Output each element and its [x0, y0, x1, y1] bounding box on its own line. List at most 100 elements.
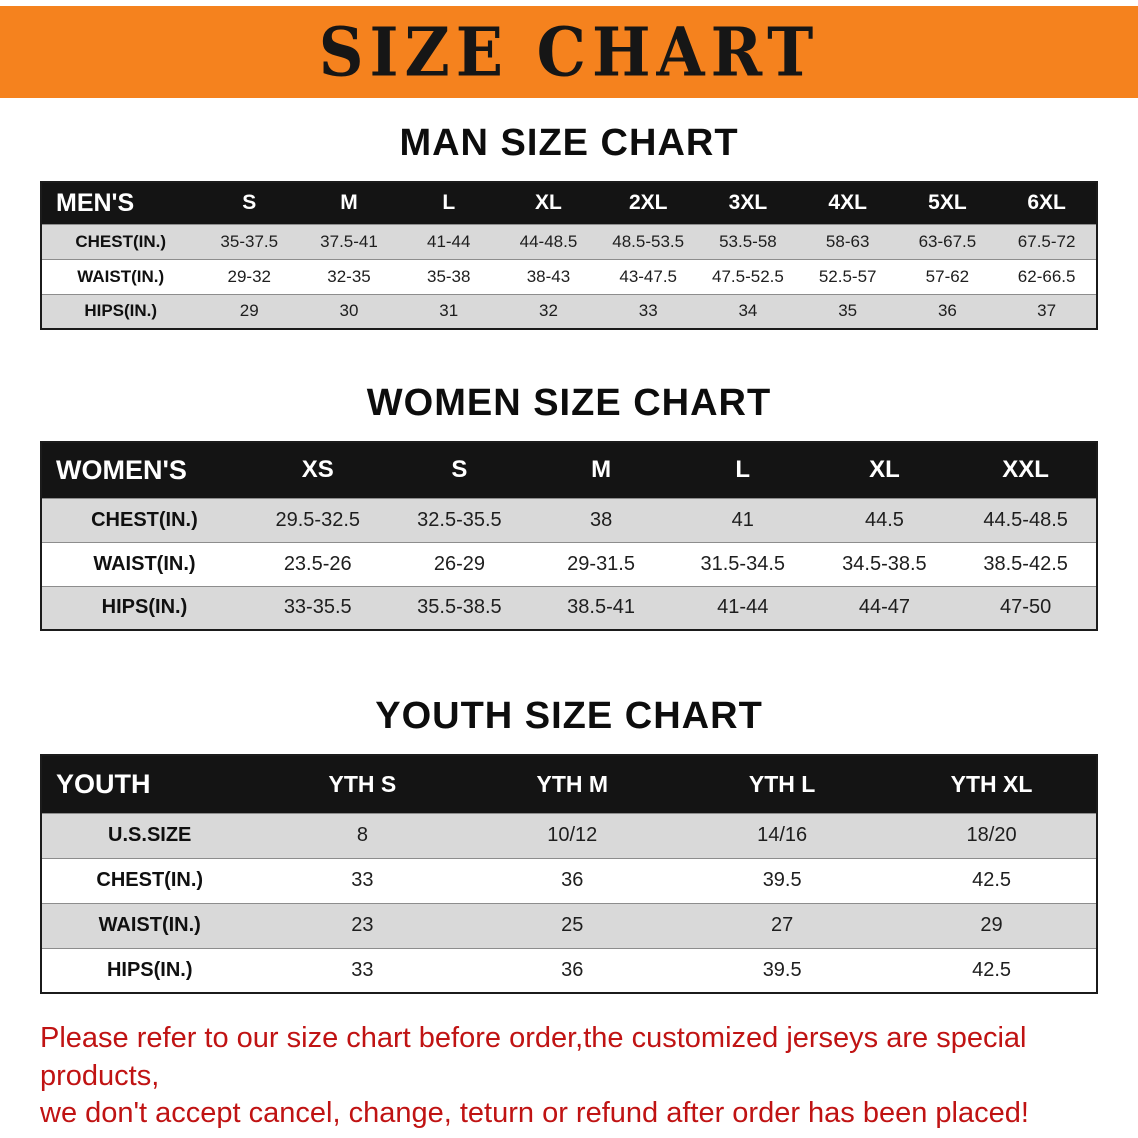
size-value: 8 — [356, 824, 368, 846]
size-value: 39.5 — [762, 869, 802, 891]
size-value: 38.5-41 — [567, 596, 635, 619]
size-value: 63-67.5 — [918, 231, 977, 251]
size-value: 33 — [351, 869, 374, 891]
size-value: 27 — [771, 914, 794, 936]
size-table-row: CHEST(IN.) 29.5-32.5 32.5-35.5 38 41 44.5 44.5… — [41, 498, 1097, 542]
size-column-header: YTH XL — [887, 755, 1097, 813]
size-column-header: S — [388, 442, 531, 498]
size-value: 44-47 — [858, 596, 910, 619]
notice-line-1: Please refer to our size chart before or… — [40, 1022, 1027, 1092]
size-table-row: CHEST(IN.) 33 36 39.5 42.5 — [41, 858, 1097, 903]
size-value: 58-63 — [825, 231, 870, 251]
size-value: 48.5-53.5 — [612, 231, 685, 251]
size-chart-page: SIZE CHART MAN SIZE CHART MEN'S S M L XL 2XL 3… — [0, 6, 1138, 1138]
size-value: 57-62 — [925, 266, 970, 286]
table-title-cell: YOUTH — [41, 755, 258, 813]
women-size-section: WOMEN SIZE CHART WOMEN'S XS S M L XL XXL CHEST(… — [0, 382, 1138, 631]
size-table-header-row: YOUTH YTH S YTH M YTH L YTH XL — [41, 755, 1097, 813]
size-value: 37.5-41 — [320, 231, 378, 251]
size-value: 35-37.5 — [220, 231, 279, 251]
size-value: 36 — [937, 301, 957, 321]
women-section-heading: WOMEN SIZE CHART — [366, 382, 772, 424]
size-value: 29 — [239, 301, 259, 321]
size-table-row: CHEST(IN.) 35-37.5 37.5-41 41-44 44-48.5 48.5… — [41, 224, 1097, 259]
size-value: 52.5-57 — [818, 266, 877, 286]
size-value: 25 — [561, 914, 584, 936]
size-value: 41 — [731, 508, 754, 531]
size-value: 30 — [339, 301, 359, 321]
size-value: 43-47.5 — [619, 266, 678, 286]
size-value: 29-32 — [227, 266, 271, 286]
size-value: 44.5-48.5 — [983, 508, 1068, 531]
size-table-row: WAIST(IN.) 23 25 27 29 — [41, 903, 1097, 948]
size-value: 62-66.5 — [1017, 266, 1076, 286]
size-column-header: S — [199, 182, 300, 224]
size-value: 29-31.5 — [567, 552, 635, 575]
size-value: 38.5-42.5 — [983, 552, 1068, 575]
size-value: 31.5-34.5 — [700, 552, 786, 575]
size-column-header: XS — [246, 442, 389, 498]
size-column-header: XL — [813, 442, 956, 498]
size-value: 14/16 — [757, 824, 808, 846]
size-table-header-row: MEN'S S M L XL 2XL 3XL 4XL 5XL 6XL — [41, 182, 1097, 224]
notice-line-2: we don't accept cancel, change, teturn o… — [40, 1097, 1029, 1130]
size-value: 29.5-32.5 — [275, 508, 360, 531]
size-table-row: WAIST(IN.) 29-32 32-35 35-38 38-43 43-47.5 47.… — [41, 259, 1097, 294]
size-column-header: YTH S — [257, 755, 468, 813]
size-value: 10/12 — [547, 824, 598, 846]
size-column-header: M — [299, 182, 399, 224]
size-table-header-row: WOMEN'S XS S M L XL XXL — [41, 442, 1097, 498]
measurement-label: WAIST(IN.) — [98, 914, 201, 936]
size-value: 34.5-38.5 — [842, 552, 927, 575]
size-column-header: XL — [498, 182, 599, 224]
banner: SIZE CHART — [0, 6, 1138, 98]
size-value: 36 — [561, 958, 584, 981]
measurement-label: U.S.SIZE — [108, 824, 192, 846]
size-value: 31 — [439, 301, 459, 321]
size-table-row: HIPS(IN.) 33-35.5 35.5-38.5 38.5-41 41-44 44-… — [41, 586, 1097, 630]
size-column-header: 3XL — [698, 182, 798, 224]
measurement-label: WAIST(IN.) — [93, 552, 196, 575]
order-notice: Please refer to our size chart before or… — [40, 1020, 1098, 1133]
size-value: 26-29 — [433, 552, 485, 575]
youth-section-heading: YOUTH SIZE CHART — [375, 695, 763, 737]
measurement-label: HIPS(IN.) — [84, 301, 158, 321]
measurement-label: HIPS(IN.) — [101, 596, 188, 619]
size-column-header: 4XL — [797, 182, 898, 224]
size-value: 32-35 — [327, 266, 371, 286]
table-title-cell: WOMEN'S — [41, 442, 247, 498]
size-value: 38 — [589, 508, 613, 531]
size-value: 32 — [539, 301, 558, 321]
size-column-header: 6XL — [997, 182, 1097, 224]
size-column-header: 2XL — [598, 182, 699, 224]
size-value: 35.5-38.5 — [417, 596, 502, 619]
men-size-section: MAN SIZE CHART MEN'S S M L XL 2XL 3XL 4XL 5XL 6XL… — [0, 122, 1138, 330]
size-value: 33-35.5 — [283, 596, 352, 619]
size-column-header: L — [398, 182, 499, 224]
size-value: 67.5-72 — [1017, 231, 1076, 251]
youth-size-section: YOUTH SIZE CHART YOUTH YTH S YTH M YTH L YTH… — [0, 695, 1138, 994]
size-value: 37 — [1037, 301, 1057, 321]
size-value: 34 — [738, 301, 758, 321]
measurement-label: WAIST(IN.) — [77, 266, 165, 286]
size-value: 29 — [980, 914, 1003, 936]
size-value: 23 — [351, 914, 374, 936]
size-value: 41-44 — [717, 596, 769, 619]
size-value: 33 — [638, 301, 658, 321]
size-column-header: YTH M — [467, 755, 678, 813]
measurement-label: CHEST(IN.) — [75, 231, 167, 251]
youth-size-table: YOUTH YTH S YTH M YTH L YTH XL U.S.SIZE 8 10/12… — [40, 754, 1098, 994]
size-value: 44-48.5 — [519, 231, 578, 251]
size-value: 53.5-58 — [719, 231, 777, 251]
measurement-label: CHEST(IN.) — [96, 869, 204, 891]
size-value: 36 — [561, 869, 584, 891]
page-title: SIZE CHART — [318, 12, 820, 92]
size-value: 38-43 — [526, 266, 571, 286]
size-column-header: XXL — [955, 442, 1097, 498]
measurement-label: HIPS(IN.) — [106, 958, 193, 981]
size-value: 42.5 — [972, 958, 1012, 981]
size-value: 44.5 — [864, 508, 904, 531]
size-column-header: YTH L — [677, 755, 888, 813]
size-table-row: HIPS(IN.) 29 30 31 32 33 34 35 36 37 — [41, 294, 1097, 329]
size-column-header: 5XL — [897, 182, 998, 224]
